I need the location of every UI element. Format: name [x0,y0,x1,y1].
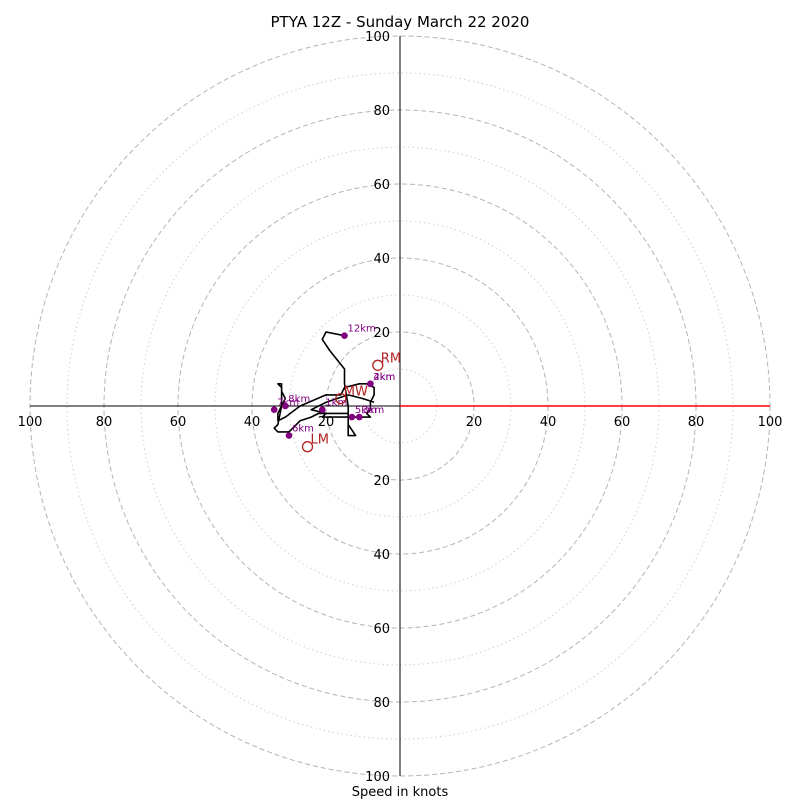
tick-label: 100 [365,30,390,45]
height-marker [367,380,374,388]
tick-label: 60 [373,178,390,193]
tick-label: 100 [18,415,43,430]
height-label: 2km [373,372,395,383]
chart-title: PTYA 12Z - Sunday March 22 2020 [271,13,530,31]
height-label: 12km [348,324,376,335]
tick-label: 40 [373,252,390,267]
tick-label: 100 [365,770,390,785]
height-label: 7km [277,398,299,409]
tick-labels: 20 20 20 20 40 40 40 40 60 60 60 60 80 80 80 80 100 100 10… [18,30,783,785]
height-label: 8km [288,394,310,405]
height-label: 6km [292,424,314,435]
height-label: 3km [362,405,384,416]
tick-label: 80 [688,415,705,430]
tick-label: 20 [373,326,390,341]
storm-motion-marker [335,392,347,405]
storm-motion-marker [301,441,314,453]
tick-label: 20 [466,415,483,430]
tick-label: 40 [373,548,390,563]
tick-label: 60 [614,415,631,430]
tick-label: 60 [170,415,187,430]
x-axis-label: Speed in knots [352,785,449,800]
storm-motion-marker [372,359,384,371]
tick-label: 40 [540,415,557,430]
tick-label: 40 [244,415,261,430]
height-marker [270,406,278,414]
tick-label: 80 [96,415,113,430]
tick-label: 100 [758,415,783,430]
tick-label: 80 [373,104,390,119]
tick-label: 60 [373,622,390,637]
height-marker [341,332,348,340]
height-marker [285,432,293,439]
storm-motions: RM MW LM [301,351,401,453]
height-marker [356,413,363,421]
axes [30,36,770,776]
tick-label: 20 [318,415,335,430]
height-label: 4km [373,372,395,383]
tick-label: 20 [373,474,390,489]
tick-label: 80 [373,696,390,711]
height-label: 5km [355,405,377,416]
storm-motion-label: RM [381,351,401,366]
height-marker [282,402,289,410]
height-marker [319,406,326,414]
height-marker [348,413,356,421]
storm-motion-label: MW [344,385,368,400]
storm-motion-label: LM [311,433,329,448]
height-label: 1km [325,398,347,409]
